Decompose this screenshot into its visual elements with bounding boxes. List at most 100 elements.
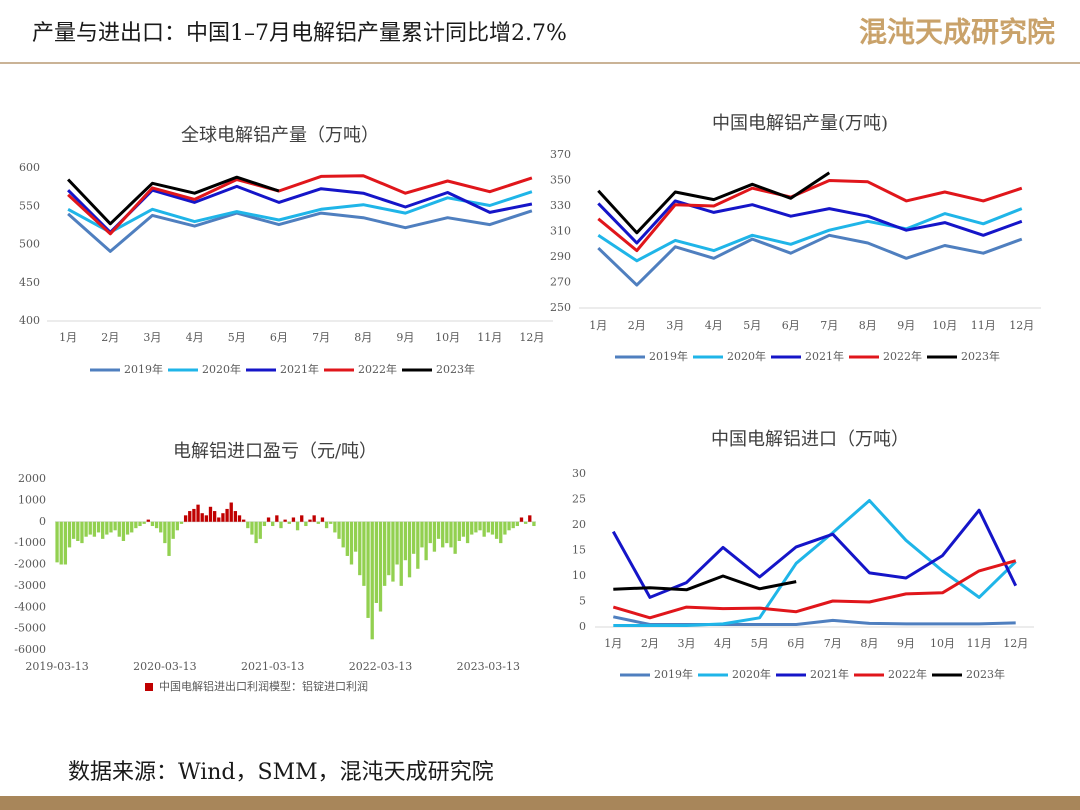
bar: [362, 521, 366, 586]
bar: [387, 521, 391, 576]
bar: [59, 521, 63, 565]
bar: [233, 511, 238, 522]
y-tick-label: 550: [19, 199, 40, 212]
legend-label: 2022年: [358, 362, 397, 376]
bar: [175, 521, 179, 531]
y-tick-label: 25: [572, 493, 586, 506]
bar: [428, 521, 432, 544]
legend-label: 2023年: [966, 667, 1005, 681]
footer-bar: [0, 796, 1080, 810]
bar: [159, 521, 163, 533]
series-line: [613, 574, 797, 592]
bar: [370, 521, 374, 640]
bar: [208, 506, 213, 522]
bar: [432, 521, 437, 552]
bar: [146, 519, 150, 522]
legend-label: 2021年: [805, 349, 844, 363]
x-tick-label: 12月: [519, 331, 544, 344]
x-tick-label: 4月: [186, 331, 204, 344]
bar: [266, 517, 271, 522]
series-line: [67, 209, 533, 253]
x-tick-label: 4月: [705, 319, 723, 332]
series-line: [612, 559, 1017, 620]
x-tick-label: 8月: [860, 637, 878, 650]
bar: [105, 521, 109, 535]
legend-label: 2023年: [961, 349, 1000, 363]
bar: [192, 508, 196, 522]
x-tick-label: 2020-03-13: [133, 660, 196, 673]
series-line: [597, 171, 831, 235]
x-tick-label: 3月: [666, 319, 684, 332]
x-tick-label: 9月: [897, 637, 915, 650]
x-tick-label: 2022-03-13: [349, 660, 412, 673]
bar: [167, 521, 171, 556]
x-tick-label: 2月: [101, 331, 119, 344]
bar: [511, 521, 515, 529]
bar: [341, 521, 345, 548]
legend-label: 2022年: [888, 667, 927, 681]
x-tick-label: 2023-03-13: [457, 660, 520, 673]
y-tick-label: 400: [19, 314, 40, 327]
bar: [482, 521, 486, 537]
y-tick-label: 350: [550, 174, 571, 187]
x-tick-label: 10月: [930, 637, 955, 650]
y-tick-label: -6000: [14, 643, 46, 656]
bar: [88, 521, 92, 535]
bar: [478, 521, 482, 531]
x-tick-label: 1月: [59, 331, 77, 344]
bar: [229, 502, 233, 522]
bar: [125, 521, 130, 535]
bar: [349, 521, 354, 565]
bar: [130, 521, 134, 533]
bar: [358, 521, 362, 576]
y-tick-label: 10: [572, 569, 586, 582]
legend-label: 2020年: [727, 349, 766, 363]
x-tick-label: 12月: [1003, 637, 1028, 650]
y-tick-label: 450: [19, 276, 40, 289]
x-tick-label: 6月: [787, 637, 805, 650]
x-tick-label: 11月: [967, 637, 992, 650]
bar: [275, 515, 279, 522]
bar: [523, 521, 528, 524]
y-tick-label: -2000: [14, 558, 46, 571]
bar: [353, 521, 358, 552]
bar: [258, 521, 262, 539]
bar: [291, 517, 296, 522]
y-tick-label: 500: [19, 238, 40, 251]
bar: [300, 515, 304, 522]
x-tick-label: 8月: [354, 331, 372, 344]
series-line: [611, 508, 1018, 599]
x-tick-label: 2月: [641, 637, 659, 650]
y-tick-label: 5: [579, 595, 586, 608]
bar: [474, 521, 478, 533]
source-note: 数据来源：Wind，SMM，混沌天成研究院: [68, 760, 494, 785]
bar: [80, 521, 84, 544]
x-tick-label: 3月: [143, 331, 161, 344]
bar: [391, 521, 395, 582]
bar: [441, 521, 445, 548]
bar: [117, 521, 121, 537]
bar: [320, 517, 325, 522]
bar: [374, 521, 379, 603]
bar: [271, 521, 275, 527]
y-tick-label: 0: [579, 620, 586, 633]
series-line: [67, 190, 533, 234]
series-line: [597, 207, 1023, 263]
bar: [76, 521, 80, 541]
bar: [254, 521, 258, 544]
chart-title: 全球电解铝产量（万吨）: [181, 125, 379, 146]
bar: [333, 521, 337, 533]
bar: [490, 521, 495, 535]
bar: [113, 521, 117, 531]
x-tick-label: 9月: [396, 331, 414, 344]
bar: [250, 521, 254, 535]
y-tick-label: 20: [572, 518, 586, 531]
bar: [324, 521, 329, 529]
x-tick-label: 10月: [435, 331, 460, 344]
bar: [109, 521, 113, 533]
bar: [519, 517, 524, 522]
bar: [449, 521, 453, 548]
bar: [188, 511, 192, 522]
x-tick-label: 2021-03-13: [241, 660, 304, 673]
